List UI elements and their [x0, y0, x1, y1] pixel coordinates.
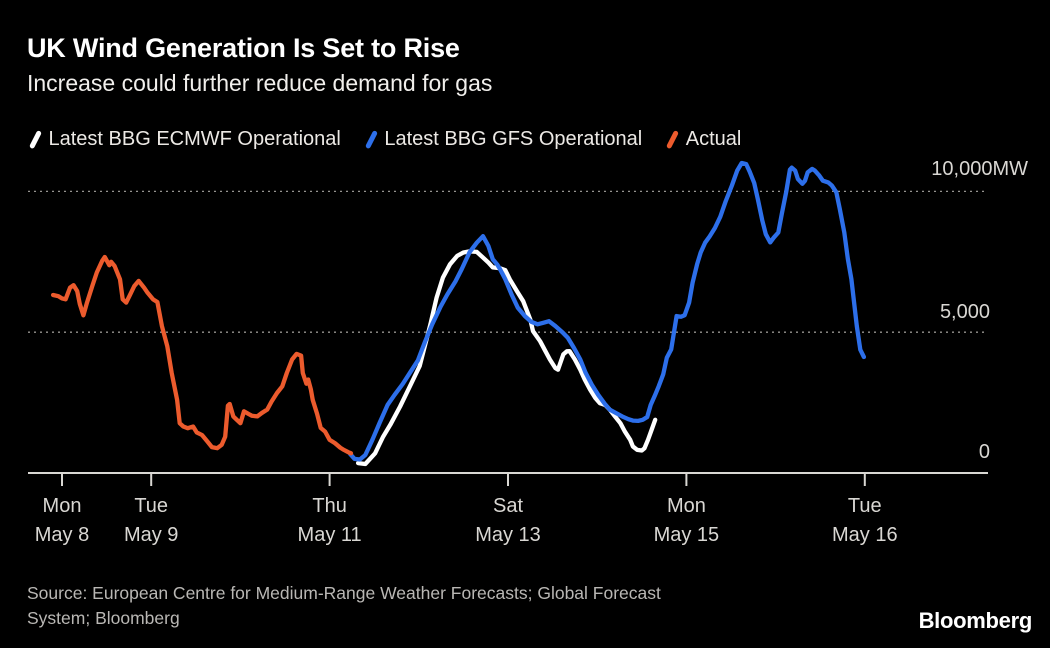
legend-label: Latest BBG GFS Operational [384, 127, 643, 150]
date-label: May 9 [123, 524, 179, 546]
x-axis-label-may-15: Mon May 15 [654, 492, 720, 550]
date-label: May 11 [297, 524, 362, 546]
date-label: May 13 [475, 524, 541, 546]
date-label: May 8 [34, 524, 90, 546]
y-axis-label-10000: 10,000MW [931, 158, 1028, 180]
source-line-1: Source: European Centre for Medium-Range… [27, 583, 661, 603]
x-axis-label-may-9: Tue May 9 [124, 492, 178, 550]
x-axis-label-may-8: Mon May 8 [35, 492, 89, 550]
weekday-label: Tue [847, 495, 882, 517]
legend-label: Actual [685, 127, 742, 150]
y-axis-label-5000: 5,000 [939, 301, 990, 323]
x-axis-label-may-16: Tue May 16 [832, 492, 898, 550]
weekday-label: Thu [312, 495, 347, 517]
date-label: May 15 [653, 524, 720, 546]
y-axis-label-0: 0 [978, 441, 990, 463]
legend-item-actual: Actual [664, 128, 741, 151]
series-line-latest-bbg-gfs-operational [347, 160, 867, 462]
source-line-2: System; Bloomberg [27, 608, 180, 628]
legend: Latest BBG ECMWF Operational Latest BBG G… [27, 126, 741, 152]
bloomberg-logo: Bloomberg [918, 608, 1033, 633]
chart-title: UK Wind Generation Is Set to Rise [27, 33, 460, 63]
x-axis-label-may-13: Sat May 13 [475, 492, 541, 550]
weekday-label: Sat [492, 495, 524, 517]
series-line-latest-bbg-ecmwf-operational [355, 249, 658, 467]
x-axis-label-may-11: Thu May 11 [298, 492, 362, 550]
weekday-label: Tue [134, 495, 169, 517]
date-label: May 16 [832, 524, 898, 546]
legend-item-latest-bbg-ecmwf-operational: Latest BBG ECMWF Operational [27, 128, 341, 151]
weekday-label: Mon [666, 495, 706, 517]
source-note: Source: European Centre for Medium-Range… [27, 581, 847, 631]
series-line-actual [50, 254, 354, 456]
chart-subtitle: Increase could further reduce demand for… [27, 70, 493, 96]
legend-item-latest-bbg-gfs-operational: Latest BBG GFS Operational [363, 128, 642, 151]
weekday-label: Mon [42, 495, 82, 517]
legend-label: Latest BBG ECMWF Operational [48, 127, 341, 150]
